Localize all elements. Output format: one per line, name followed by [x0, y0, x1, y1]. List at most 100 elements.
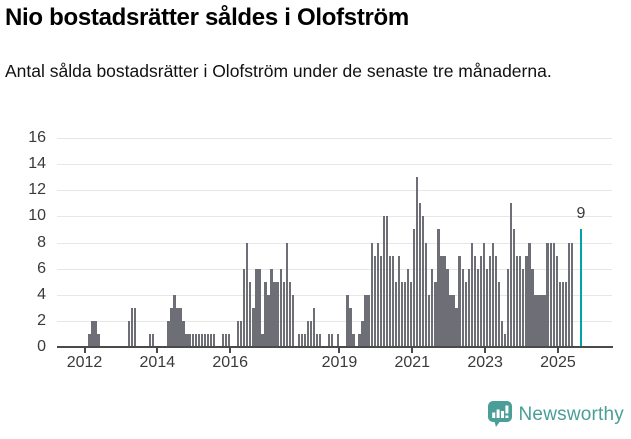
x-axis-tick-label: 2023	[467, 354, 503, 371]
bar	[358, 333, 361, 347]
gridline	[57, 295, 612, 296]
bar	[337, 333, 340, 347]
gridline	[57, 321, 612, 322]
bar	[485, 268, 489, 347]
page-title: Nio bostadsrätter såldes i Olofström	[5, 4, 409, 31]
bar	[303, 333, 307, 347]
bar	[300, 333, 304, 347]
bar	[528, 242, 531, 347]
bar	[209, 333, 213, 347]
bar	[428, 294, 431, 347]
highlight-value-label: 9	[576, 205, 586, 223]
bar	[306, 320, 310, 347]
bar	[149, 333, 152, 347]
bar	[458, 255, 461, 347]
bar	[443, 255, 446, 347]
gridline	[57, 190, 612, 191]
bar	[449, 294, 452, 347]
bar	[403, 281, 407, 347]
bar	[133, 307, 137, 347]
gridline	[57, 138, 612, 139]
bar	[312, 307, 316, 347]
newsworthy-wordmark: Newsworthy	[518, 403, 624, 425]
bar	[88, 333, 91, 347]
bar	[534, 294, 537, 347]
bar	[188, 333, 191, 347]
bar	[276, 281, 279, 347]
bar	[452, 294, 455, 347]
bar	[446, 268, 449, 347]
bar	[258, 268, 261, 347]
bar	[94, 320, 97, 347]
bar	[525, 255, 528, 347]
bar	[419, 203, 422, 347]
gridline	[57, 243, 612, 244]
bar	[470, 242, 473, 347]
bar	[349, 307, 352, 347]
gridline	[57, 164, 612, 165]
bar	[479, 255, 483, 347]
bar	[255, 268, 258, 347]
y-axis-tick-label: 8	[37, 234, 46, 251]
bar	[270, 268, 273, 347]
y-axis-tick-label: 14	[28, 155, 46, 172]
bar	[315, 333, 319, 347]
x-axis-tick	[229, 348, 232, 353]
y-axis-tick-label: 4	[37, 286, 46, 303]
bar	[400, 281, 404, 347]
y-axis-tick-label: 2	[37, 312, 46, 329]
bar	[516, 255, 519, 347]
bar	[564, 281, 567, 347]
bar	[488, 255, 492, 347]
x-axis-tick	[338, 348, 341, 353]
bar	[409, 281, 413, 347]
x-axis-line	[57, 346, 613, 348]
bar	[285, 242, 288, 347]
bar	[504, 333, 507, 347]
bar	[194, 333, 197, 347]
bar	[224, 333, 228, 347]
bar	[394, 281, 398, 347]
bar	[416, 177, 419, 347]
bar	[510, 203, 513, 347]
bar	[206, 333, 209, 347]
bar	[361, 320, 364, 347]
x-axis-tick-label: 2012	[66, 354, 103, 371]
bar	[97, 333, 100, 347]
bar	[412, 229, 416, 347]
bar	[549, 242, 552, 347]
bar	[494, 255, 498, 347]
bar	[221, 333, 225, 347]
bar	[558, 281, 561, 347]
highlighted-bar	[579, 229, 583, 347]
bar	[370, 242, 373, 347]
x-axis-tick-label: 2016	[212, 354, 248, 371]
bar	[500, 320, 504, 347]
bar	[379, 255, 382, 347]
bar	[297, 333, 300, 347]
bar	[382, 216, 385, 347]
bar	[182, 320, 185, 347]
bar	[237, 320, 240, 347]
gridline	[57, 216, 612, 217]
x-axis-tick	[411, 348, 414, 353]
bar	[264, 281, 267, 347]
bar	[373, 255, 376, 347]
bar	[482, 242, 486, 347]
y-axis-tick-label: 6	[37, 260, 46, 277]
gridline	[57, 269, 612, 270]
bar	[191, 333, 194, 347]
bar	[467, 268, 470, 347]
bar	[406, 268, 410, 347]
bar	[461, 268, 464, 347]
bar	[431, 268, 434, 347]
bar	[176, 307, 179, 347]
bar	[309, 320, 313, 347]
bar	[318, 333, 322, 347]
x-axis-tick	[556, 348, 559, 353]
bar	[246, 242, 249, 347]
x-axis-tick-label: 2014	[139, 354, 176, 371]
bar	[555, 255, 558, 347]
bar	[543, 294, 546, 347]
